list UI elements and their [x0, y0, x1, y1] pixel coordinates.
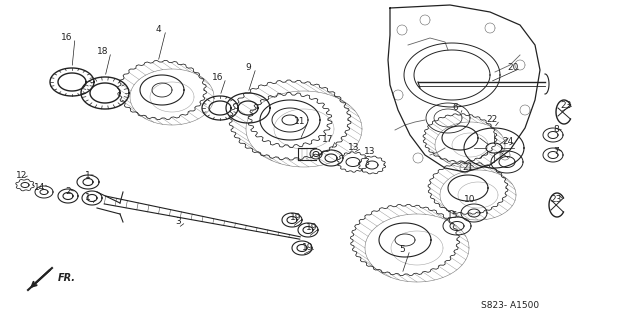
Text: 10: 10: [464, 196, 476, 204]
Text: 24: 24: [502, 138, 514, 147]
Text: 13: 13: [349, 143, 360, 153]
Text: 12: 12: [16, 171, 28, 180]
Text: 22: 22: [486, 116, 497, 124]
Text: 11: 11: [294, 117, 306, 126]
Text: 16: 16: [61, 34, 73, 43]
Text: 1: 1: [85, 171, 91, 180]
Text: 23: 23: [550, 196, 562, 204]
Text: 19: 19: [302, 244, 314, 252]
Text: 19: 19: [290, 213, 302, 222]
Text: 23: 23: [561, 100, 572, 109]
Text: 18: 18: [97, 47, 109, 57]
Text: 6: 6: [452, 103, 458, 113]
Text: 4: 4: [155, 26, 161, 35]
Text: 5: 5: [399, 245, 405, 254]
Text: 17: 17: [322, 135, 334, 145]
Text: 16: 16: [212, 74, 224, 83]
Text: FR.: FR.: [58, 273, 76, 283]
Text: S823- A1500: S823- A1500: [481, 300, 539, 309]
Text: 8: 8: [553, 125, 559, 134]
Text: 15: 15: [447, 212, 459, 220]
Text: 3: 3: [175, 218, 181, 227]
Text: 13: 13: [364, 148, 376, 156]
Text: 1: 1: [85, 194, 91, 203]
Text: 19: 19: [307, 223, 318, 233]
Text: 2: 2: [65, 188, 71, 196]
Text: 21: 21: [462, 164, 473, 172]
Text: 9: 9: [245, 63, 251, 73]
Text: 20: 20: [507, 63, 519, 73]
Text: 14: 14: [35, 183, 46, 193]
Text: 7: 7: [553, 148, 559, 156]
